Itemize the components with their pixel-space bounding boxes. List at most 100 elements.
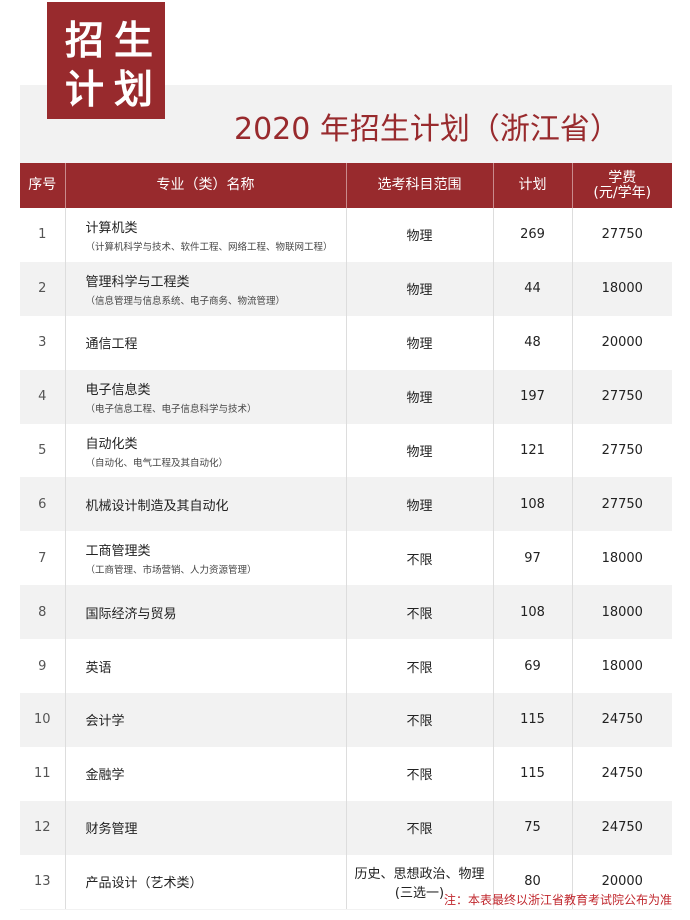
tuition-fee: 27750 bbox=[572, 477, 672, 532]
row-index: 7 bbox=[20, 531, 66, 586]
subjects-cell: 物理 bbox=[346, 208, 494, 262]
tuition-fee: 27750 bbox=[572, 208, 672, 262]
row-index: 9 bbox=[20, 639, 66, 694]
table-row: 8 国际经济与贸易 不限 108 18000 bbox=[20, 585, 672, 640]
header-fee-unit: (元/学年) bbox=[593, 184, 652, 201]
plan-count: 108 bbox=[493, 477, 573, 532]
major-name: 国际经济与贸易 bbox=[85, 606, 177, 622]
plan-count: 80 bbox=[493, 854, 573, 909]
subjects-cell: 物理 bbox=[346, 369, 494, 424]
subjects-cell: 物理 bbox=[346, 477, 494, 532]
subjects: 历史、思想政治、物理 bbox=[354, 866, 485, 882]
major-name: 产品设计（艺术类） bbox=[85, 876, 203, 892]
header-subjects: 选考科目范围 bbox=[346, 163, 494, 208]
tuition-fee: 18000 bbox=[572, 639, 672, 694]
header-plan: 计划 bbox=[493, 163, 573, 208]
major-cell: 计算机类 （计算机科学与技术、软件工程、网络工程、物联网工程） bbox=[65, 208, 347, 262]
subjects-cell: 物理 bbox=[346, 261, 494, 316]
subjects-cell: 物理 bbox=[346, 423, 494, 478]
major-subdivisions: （计算机科学与技术、软件工程、网络工程、物联网工程） bbox=[85, 241, 333, 253]
row-index: 5 bbox=[20, 423, 66, 478]
subjects-cell: 物理 bbox=[346, 315, 494, 370]
tuition-fee: 24750 bbox=[572, 800, 672, 855]
subjects-cell: 不限 bbox=[346, 639, 494, 694]
row-index: 13 bbox=[20, 854, 66, 909]
page-title: 2020 年招生计划（浙江省） bbox=[234, 112, 620, 147]
major-subdivisions: （电子信息工程、电子信息科学与技术） bbox=[85, 403, 257, 415]
subjects: 物理 bbox=[406, 391, 433, 407]
subjects: 不限 bbox=[406, 606, 433, 622]
major-cell: 会计学 bbox=[65, 693, 347, 747]
major-cell: 金融学 bbox=[65, 746, 347, 801]
subjects: 不限 bbox=[406, 822, 433, 838]
plan-count: 48 bbox=[493, 315, 573, 370]
table-row: 11 金融学 不限 115 24750 bbox=[20, 746, 672, 801]
plan-count: 97 bbox=[493, 531, 573, 586]
major-name: 自动化类 bbox=[85, 436, 138, 452]
major-cell: 国际经济与贸易 bbox=[65, 585, 347, 640]
tuition-fee: 24750 bbox=[572, 746, 672, 801]
plan-count: 269 bbox=[493, 208, 573, 262]
table-header: 序号 专业（类）名称 选考科目范围 计划 学费 (元/学年) bbox=[20, 163, 672, 208]
table-row: 4 电子信息类 （电子信息工程、电子信息科学与技术） 物理 197 27750 bbox=[20, 369, 672, 424]
major-subdivisions: （自动化、电气工程及其自动化） bbox=[85, 457, 229, 469]
major-cell: 电子信息类 （电子信息工程、电子信息科学与技术） bbox=[65, 369, 347, 424]
major-name: 会计学 bbox=[85, 714, 125, 730]
row-index: 2 bbox=[20, 261, 66, 316]
enrollment-table: 序号 专业（类）名称 选考科目范围 计划 学费 (元/学年) 1 计算机类 （计算机… bbox=[20, 163, 672, 909]
table-row: 7 工商管理类 （工商管理、市场营销、人力资源管理） 不限 97 18000 bbox=[20, 531, 672, 586]
header-name: 专业（类）名称 bbox=[65, 163, 347, 208]
footnote: 注：本表最终以浙江省教育考试院公布为准 bbox=[443, 893, 672, 907]
badge-line-2: 计划 bbox=[65, 68, 164, 113]
tuition-fee: 24750 bbox=[572, 693, 672, 747]
major-cell: 产品设计（艺术类） bbox=[65, 854, 347, 909]
subjects: 不限 bbox=[406, 552, 433, 568]
table-row: 6 机械设计制造及其自动化 物理 108 27750 bbox=[20, 477, 672, 532]
header-idx: 序号 bbox=[20, 163, 66, 208]
row-index: 4 bbox=[20, 369, 66, 424]
plan-count: 69 bbox=[493, 639, 573, 694]
major-cell: 机械设计制造及其自动化 bbox=[65, 477, 347, 532]
major-cell: 英语 bbox=[65, 639, 347, 694]
tuition-fee: 27750 bbox=[572, 369, 672, 424]
row-index: 1 bbox=[20, 208, 66, 262]
table-row: 5 自动化类 （自动化、电气工程及其自动化） 物理 121 27750 bbox=[20, 423, 672, 478]
subjects: 不限 bbox=[406, 714, 433, 730]
header-fee: 学费 (元/学年) bbox=[572, 163, 672, 208]
plan-count: 115 bbox=[493, 693, 573, 747]
subjects-cell: 不限 bbox=[346, 800, 494, 855]
tuition-fee: 18000 bbox=[572, 261, 672, 316]
subjects: 物理 bbox=[406, 229, 433, 245]
subjects: 不限 bbox=[406, 768, 433, 784]
tuition-fee: 18000 bbox=[572, 585, 672, 640]
major-name: 金融学 bbox=[85, 768, 125, 784]
tuition-fee: 20000 bbox=[572, 854, 672, 909]
major-subdivisions: （信息管理与信息系统、电子商务、物流管理） bbox=[85, 295, 286, 307]
major-name: 机械设计制造及其自动化 bbox=[85, 498, 229, 514]
plan-count: 121 bbox=[493, 423, 573, 478]
row-index: 11 bbox=[20, 746, 66, 801]
row-index: 6 bbox=[20, 477, 66, 532]
subjects: 物理 bbox=[406, 283, 433, 299]
major-name: 管理科学与工程类 bbox=[85, 274, 190, 290]
subjects-cell: 不限 bbox=[346, 693, 494, 747]
subjects: 不限 bbox=[406, 660, 433, 676]
major-name: 计算机类 bbox=[85, 220, 138, 236]
subjects-cell: 不限 bbox=[346, 531, 494, 586]
major-cell: 通信工程 bbox=[65, 315, 347, 370]
plan-count: 197 bbox=[493, 369, 573, 424]
major-name: 英语 bbox=[85, 660, 112, 676]
plan-count: 108 bbox=[493, 585, 573, 640]
row-index: 12 bbox=[20, 800, 66, 855]
section-badge: 招生 计划 bbox=[47, 2, 165, 119]
table-row: 13 产品设计（艺术类） 历史、思想政治、物理 (三选一) 80 20000 bbox=[20, 854, 672, 909]
major-name: 财务管理 bbox=[85, 822, 138, 838]
table-row: 10 会计学 不限 115 24750 bbox=[20, 693, 672, 747]
subjects: 物理 bbox=[406, 445, 433, 460]
row-index: 3 bbox=[20, 315, 66, 370]
subjects-cell: 不限 bbox=[346, 585, 494, 640]
major-cell: 财务管理 bbox=[65, 800, 347, 855]
plan-count: 115 bbox=[493, 746, 573, 801]
plan-count: 44 bbox=[493, 261, 573, 316]
major-name: 工商管理类 bbox=[85, 544, 151, 560]
